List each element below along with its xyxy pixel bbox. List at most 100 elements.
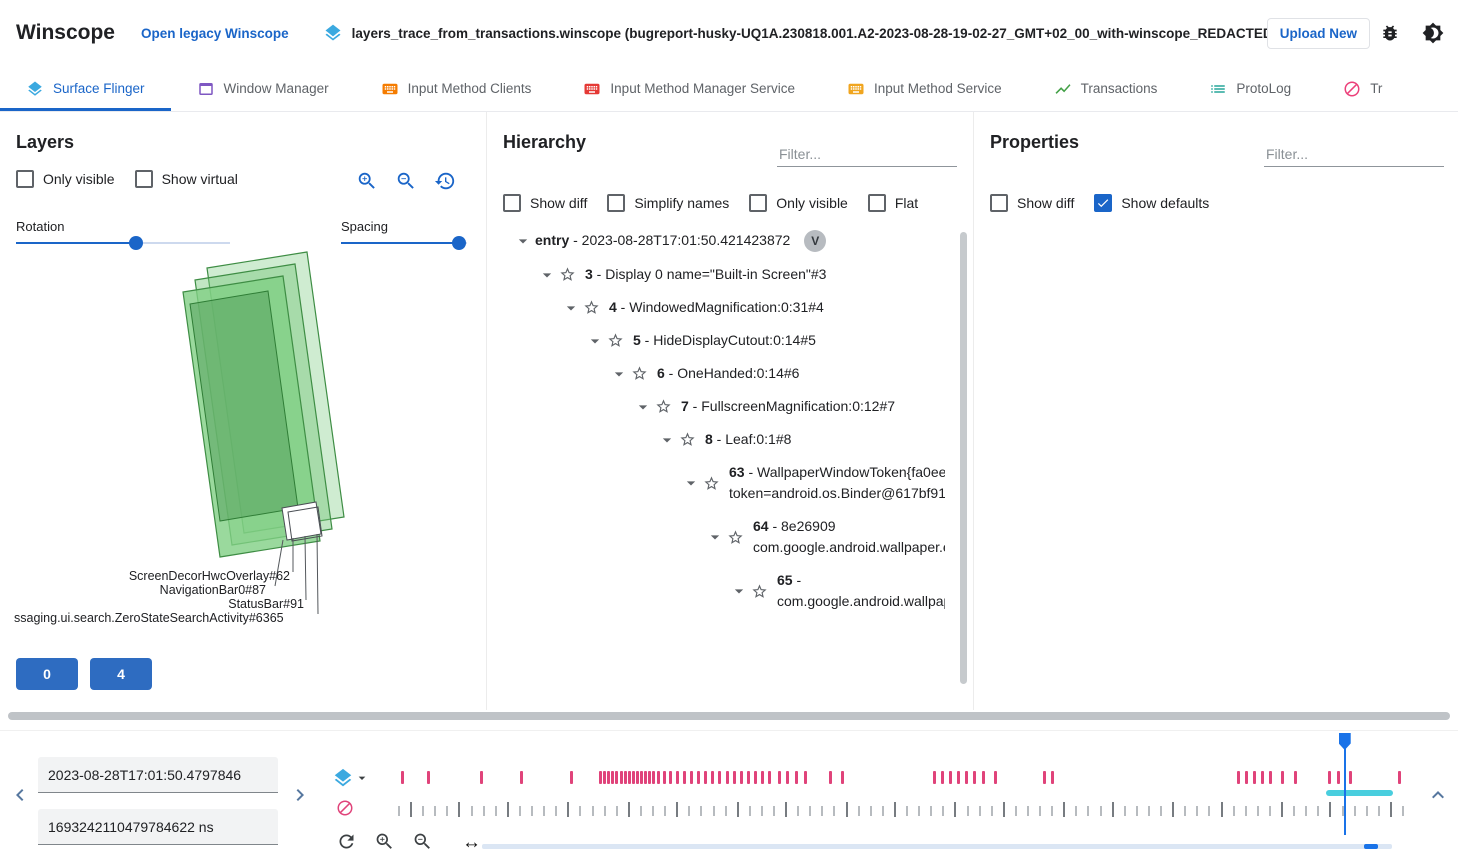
transaction-tick[interactable]	[434, 806, 437, 816]
collapse-icon[interactable]	[657, 430, 679, 450]
sf-trace-mark[interactable]	[739, 771, 743, 784]
transaction-tick[interactable]	[1027, 806, 1029, 816]
transaction-tick[interactable]	[1160, 806, 1163, 816]
transaction-tick[interactable]	[1377, 806, 1380, 816]
zoom-in-icon[interactable]	[356, 170, 378, 192]
pin-star-icon[interactable]	[583, 299, 609, 316]
sf-trace-mark[interactable]	[669, 771, 673, 784]
sf-trace-mark[interactable]	[1348, 771, 1352, 784]
sf-trace-mark[interactable]	[652, 771, 656, 784]
transaction-tick[interactable]	[1051, 806, 1054, 816]
transaction-tick[interactable]	[688, 806, 691, 816]
checkbox-box[interactable]	[503, 194, 521, 212]
sf-trace-mark[interactable]	[1261, 771, 1265, 784]
pin-star-icon[interactable]	[559, 266, 585, 283]
hierarchy-checkbox-simplify-names[interactable]: Simplify names	[607, 194, 729, 212]
rotation-slider[interactable]	[16, 236, 230, 250]
sf-trace-mark[interactable]	[426, 771, 430, 784]
transaction-tick[interactable]	[1087, 806, 1090, 816]
sf-trace-mark[interactable]	[940, 771, 944, 784]
transaction-tick[interactable]	[821, 806, 824, 816]
tree-node-5[interactable]: 5 - HideDisplayCutout:0:14#5	[585, 324, 945, 357]
expand-timeline-icon[interactable]	[1426, 783, 1450, 807]
checkbox-box[interactable]	[1094, 194, 1113, 212]
sf-trace-mark[interactable]	[973, 771, 977, 784]
checkbox-box[interactable]	[134, 170, 153, 188]
transaction-tick[interactable]	[458, 802, 461, 817]
collapse-icon[interactable]	[705, 527, 727, 547]
tab-window-manager[interactable]: Window Manager	[171, 66, 355, 111]
transaction-tick[interactable]	[772, 806, 775, 816]
active-trace-selector[interactable]	[332, 767, 370, 789]
sf-trace-mark[interactable]	[1281, 771, 1285, 784]
sf-trace-mark[interactable]	[948, 771, 952, 784]
sf-trace-mark[interactable]	[682, 771, 686, 784]
pin-star-icon[interactable]	[751, 583, 777, 600]
transaction-tick[interactable]	[881, 806, 884, 816]
sf-trace-mark[interactable]	[828, 771, 832, 784]
checkbox-box[interactable]	[749, 194, 768, 212]
transaction-tick[interactable]	[1305, 806, 1308, 816]
sf-trace-mark[interactable]	[1050, 771, 1054, 784]
sf-trace-mark[interactable]	[704, 771, 708, 784]
sf-trace-mark[interactable]	[631, 771, 635, 784]
tree-node-8[interactable]: 8 - Leaf:0:1#8	[657, 423, 945, 456]
transaction-tick[interactable]	[482, 806, 485, 816]
transaction-tick[interactable]	[1014, 806, 1017, 816]
sf-trace-mark[interactable]	[754, 771, 758, 784]
layers-checkbox-only-visible[interactable]: Only visible	[16, 170, 115, 188]
transaction-tick[interactable]	[543, 806, 546, 816]
sf-trace-mark[interactable]	[615, 771, 619, 784]
sf-trace-mark[interactable]	[1252, 771, 1256, 784]
sf-trace-mark[interactable]	[1244, 771, 1248, 784]
transaction-tick[interactable]	[1232, 806, 1235, 816]
sf-trace-mark[interactable]	[663, 771, 667, 784]
open-legacy-link[interactable]: Open legacy Winscope	[141, 25, 289, 41]
transaction-tick[interactable]	[1353, 806, 1356, 816]
transactions-trace-icon[interactable]	[336, 799, 354, 817]
tab-input-method-manager-service[interactable]: Input Method Manager Service	[557, 66, 821, 111]
transaction-tick[interactable]	[809, 806, 812, 816]
pin-star-icon[interactable]	[727, 529, 753, 546]
tree-node-entry[interactable]: entry - 2023-08-28T17:01:50.421423872 V	[513, 224, 945, 258]
sf-trace-mark[interactable]	[794, 771, 798, 784]
transaction-tick[interactable]	[893, 802, 896, 817]
transaction-tick[interactable]	[700, 806, 703, 816]
dark-mode-toggle-icon[interactable]	[1422, 22, 1444, 44]
transaction-tick[interactable]	[639, 806, 642, 816]
transaction-tick[interactable]	[724, 806, 727, 816]
transaction-tick[interactable]	[978, 806, 981, 816]
transaction-tick[interactable]	[627, 802, 630, 817]
properties-filter-input[interactable]	[1264, 142, 1444, 167]
pin-star-icon[interactable]	[679, 431, 705, 448]
tree-node-3[interactable]: 3 - Display 0 name="Built-in Screen"#3	[537, 258, 945, 291]
pin-star-icon[interactable]	[703, 475, 729, 492]
transaction-tick[interactable]	[1281, 802, 1284, 817]
sf-trace-mark[interactable]	[607, 771, 611, 784]
timeline-cursor-handle[interactable]	[1338, 733, 1351, 750]
sf-trace-mark[interactable]	[993, 771, 997, 784]
transaction-tick[interactable]	[615, 806, 618, 816]
transaction-tick[interactable]	[1099, 806, 1102, 816]
sf-trace-mark[interactable]	[747, 771, 750, 784]
transaction-tick[interactable]	[1147, 806, 1150, 816]
hierarchy-filter-input[interactable]	[777, 142, 957, 167]
transaction-tick[interactable]	[1172, 802, 1175, 817]
transaction-tick[interactable]	[1111, 802, 1114, 817]
collapse-icon[interactable]	[585, 331, 607, 351]
sf-trace-mark[interactable]	[768, 771, 772, 784]
transaction-tick[interactable]	[748, 806, 751, 816]
transaction-tick[interactable]	[518, 806, 521, 816]
transaction-tick[interactable]	[1135, 806, 1138, 816]
sf-trace-mark[interactable]	[965, 771, 969, 784]
hierarchy-scrollbar[interactable]	[960, 232, 967, 684]
sf-trace-mark[interactable]	[639, 771, 643, 784]
checkbox-box[interactable]	[990, 194, 1008, 212]
transaction-tick[interactable]	[1341, 806, 1344, 816]
sf-trace-mark[interactable]	[1293, 771, 1297, 784]
timeline-zoom-in-icon[interactable]	[374, 831, 395, 852]
transaction-tick[interactable]	[1184, 806, 1187, 816]
transaction-tick[interactable]	[422, 806, 425, 816]
sf-trace-mark[interactable]	[932, 771, 936, 784]
tree-node-63[interactable]: 63 - WallpaperWindowToken{fa0eef6 token=…	[681, 456, 945, 510]
